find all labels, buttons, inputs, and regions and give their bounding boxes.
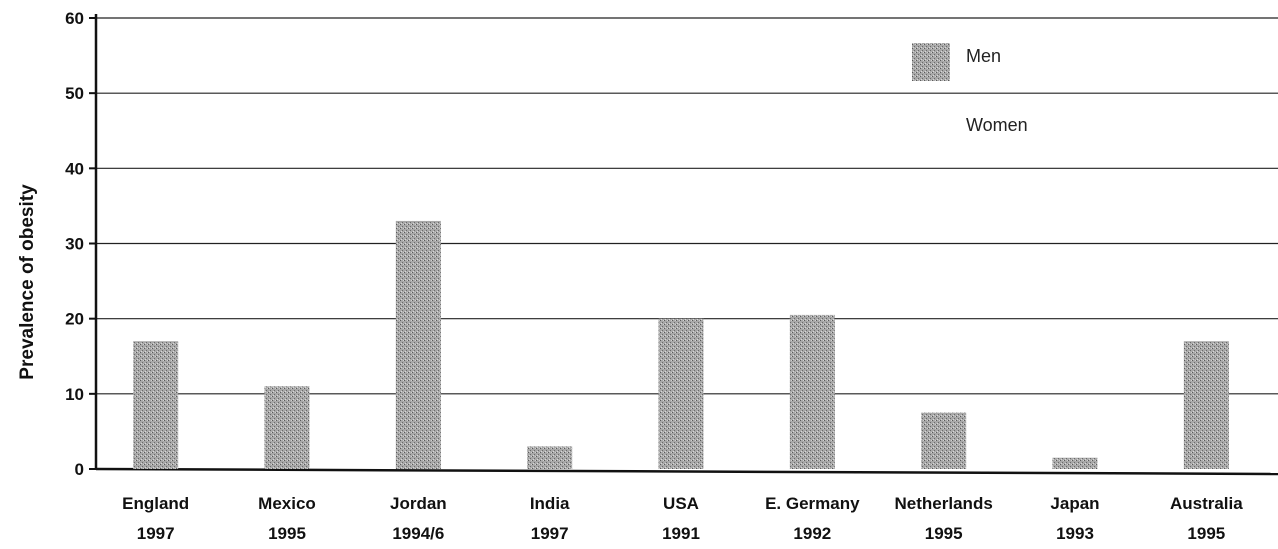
y-axis-label: Prevalence of obesity <box>17 184 38 380</box>
x-tick-label-year: 1997 <box>137 524 175 543</box>
x-tick-label-year: 1991 <box>662 524 700 543</box>
bars <box>133 220 1229 469</box>
y-tick-label: 10 <box>65 385 84 404</box>
legend-swatch-men <box>912 43 950 81</box>
bar-men <box>395 220 441 469</box>
y-tick-label: 50 <box>65 84 84 103</box>
bar-men <box>921 412 967 469</box>
x-tick-label: Netherlands <box>895 494 993 513</box>
x-tick-label: Australia <box>1170 494 1243 513</box>
y-tick-label: 30 <box>65 235 84 254</box>
x-tick-label: England <box>122 494 189 513</box>
x-tick-label-year: 1993 <box>1056 524 1094 543</box>
x-tick-label: India <box>530 494 570 513</box>
bar-men <box>133 341 179 469</box>
x-tick-label: USA <box>663 494 699 513</box>
x-tick-label: Jordan <box>390 494 447 513</box>
gridlines <box>96 17 1278 395</box>
x-axis-line <box>95 467 1278 476</box>
legend-label-women: Women <box>966 115 1028 135</box>
bar-men <box>1183 341 1229 469</box>
y-tick-label: 60 <box>65 9 84 28</box>
y-tick-label: 40 <box>65 159 84 178</box>
x-tick-label: E. Germany <box>765 494 860 513</box>
x-tick-label-year: 1995 <box>925 524 963 543</box>
category-labels: England 1997 Mexico 1995 Jordan 1994/6 India 19… <box>122 494 1243 543</box>
legend: Men Women <box>912 43 1028 135</box>
x-tick-label-year: 1995 <box>268 524 306 543</box>
bar-men <box>658 318 704 469</box>
legend-label-men: Men <box>966 46 1001 66</box>
x-tick-label-year: 1994/6 <box>392 524 444 543</box>
bar-men <box>264 386 310 469</box>
y-tick-label: 0 <box>75 460 84 479</box>
x-tick-label-year: 1995 <box>1187 524 1225 543</box>
y-tick-label: 20 <box>65 310 84 329</box>
bar-men <box>527 446 573 469</box>
x-tick-label: Japan <box>1050 494 1099 513</box>
axes: 0 10 20 30 40 50 60 <box>65 9 1278 479</box>
bar-men <box>1052 457 1098 469</box>
x-tick-label: Mexico <box>258 494 316 513</box>
x-tick-label-year: 1997 <box>531 524 569 543</box>
x-tick-label-year: 1992 <box>793 524 831 543</box>
bar-men <box>789 314 835 469</box>
